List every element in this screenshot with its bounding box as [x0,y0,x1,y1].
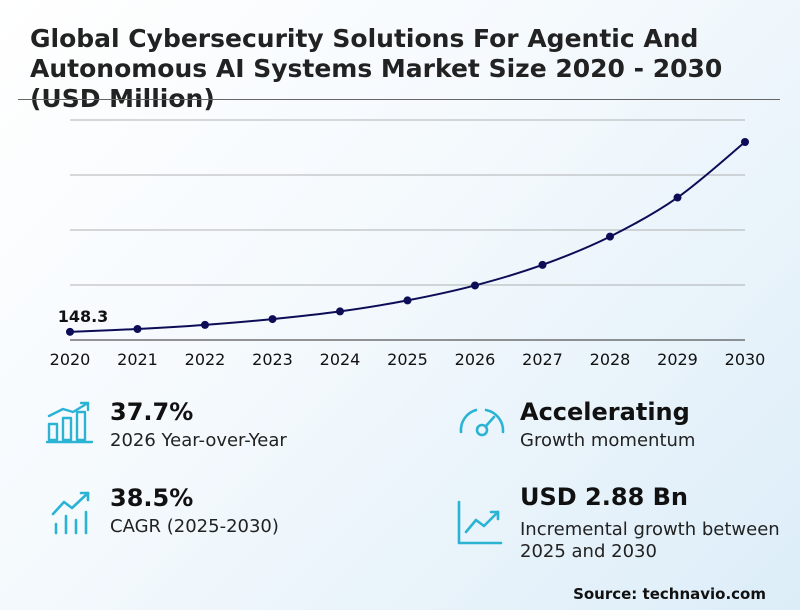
data-point-2025 [403,296,412,305]
x-tick-label: 2030 [725,350,766,369]
stat-label: Incremental growth between 2025 and 2030 [520,519,780,562]
x-tick-label: 2027 [522,350,563,369]
stat-value: 37.7% [110,398,194,426]
stat-momentum: Accelerating Growth momentum [520,398,695,452]
source-note: Source: technavio.com [573,585,766,603]
x-tick-label: 2024 [320,350,361,369]
bar-growth-icon [46,401,94,444]
data-point-2023 [268,315,277,324]
data-point-2022 [201,320,209,329]
data-point-2020 [66,327,74,336]
x-tick-label: 2025 [387,350,428,369]
x-tick-label: 2029 [657,350,698,369]
trend-bars-icon [51,491,90,535]
chart-title: Global Cybersecurity Solutions For Agent… [30,24,723,113]
x-tick-label: 2021 [117,350,158,369]
stat-yoy: 37.7% 2026 Year-over-Year [110,398,287,452]
data-point-2024 [336,307,344,316]
stat-label: Growth momentum [520,430,696,451]
data-point-2029 [673,193,682,202]
data-point-2030 [741,138,749,146]
gauge-icon [459,408,505,437]
stat-incremental: USD 2.88 Bn Incremental growth between 2… [520,483,790,563]
label-layer: 148.3 [58,307,109,326]
data-label: 148.3 [58,307,109,326]
tick-layer: 2020 2021 2022 2023 2024 2025 2026 2027 2028 2029… [50,350,766,369]
stat-cagr: 38.5% CAGR (2025-2030) [110,484,279,538]
stat-label: CAGR (2025-2030) [110,516,279,537]
line-chart: 2020 2021 2022 2023 2024 2025 2026 2027 2028 2029… [50,119,766,369]
x-tick-label: 2028 [590,350,631,369]
data-point-2027 [538,260,547,269]
x-tick-label: 2020 [50,350,91,369]
stat-label: 2026 Year-over-Year [110,430,287,451]
x-tick-label: 2023 [252,350,293,369]
data-point-2021 [133,325,142,333]
data-point-2026 [471,281,479,290]
line-growth-icon [457,500,503,545]
x-tick-label: 2026 [455,350,496,369]
grid-layer [70,119,745,341]
x-tick-label: 2022 [185,350,226,369]
data-point-2028 [606,232,614,241]
stat-value: Accelerating [520,398,690,426]
stat-value: 38.5% [110,484,194,512]
stat-value: USD 2.88 Bn [520,483,688,511]
point-layer [66,138,749,336]
title-divider [18,99,780,100]
